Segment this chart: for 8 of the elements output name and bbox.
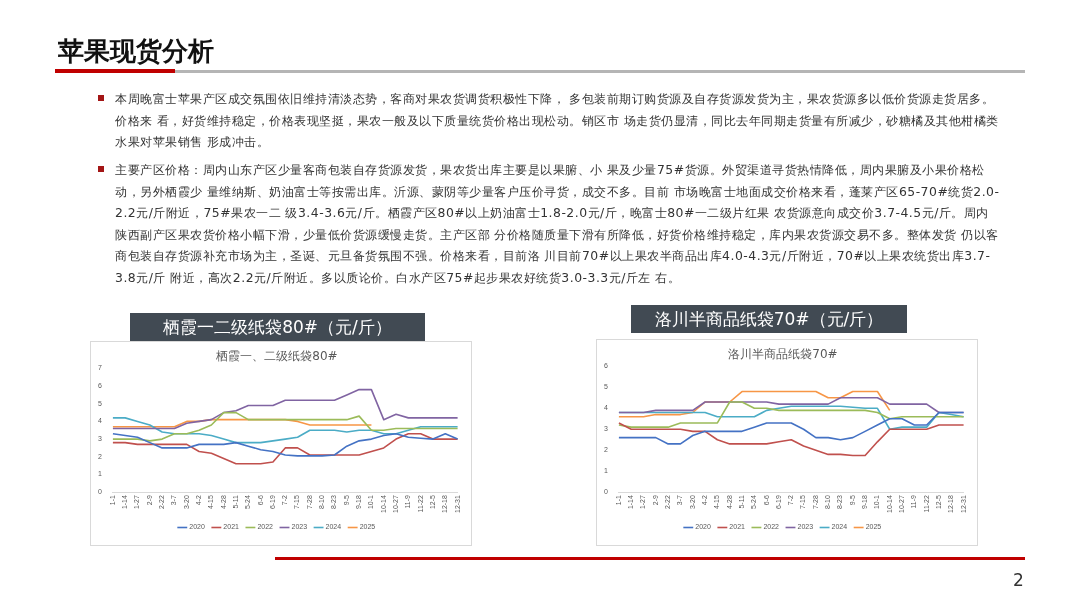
chart-title: 栖霞一二级纸袋80#（元/斤） [130, 313, 425, 341]
text: 主要产区价格：周内山东产区少量客商包装自存货源发货，果农货出库主要是以果腑、小 果及少量75#货源。外贸渠道寻货热情降低，周内果腑及小果价格松动，另外栖霞少 量维纳斯、奶油富士等按需出库。沂源、蒙阴等少量客户压价寻货，成交不多。目前 市场晚富士地面成交价格来看，蓬莱产区65-70#统货2.0-2.2元/斤附近，75#果农一二 级3.4-3.6元/斤。栖霞产区80#以上奶油富士1.8-2.0元/斤，晚富士80#一二级片红果 农货源意向成交价3.7-4.5元/斤。周内陕西副产区果农货价格小幅下滑，少量低价货源缓慢走货。主产区部 分价格随质量下滑有所降低，好货价格维持稳定，库内果农货源交易不多。整体发货 仍以客商包装自存货源补充市场为主，圣诞、元旦备货氛围不强。价格来看，目前洛 川目前70#以上果农半商品出库4.0-4.3元/斤附近，70#以上果农统货出库3.7-3.8元/斤 附近，高次2.2元/斤附近。多以质论价。白水产区75#起步果农好统货3.0-3.3元/斤左 右。 [115, 161, 1000, 287]
text: 本周晚富士苹果产区成交氛围依旧维持清淡态势，客商对果农货调货积极性下降， 多包装前期订购货源及自存货源发货为主，果农货源多以低价货源走货居多。价格来 看，好货维持稳定，价格表现坚挺，果农一般及以下质量统货价格出现松动。销区市 场走货仍显清，同比去年同期走货量有所减少，砂糖橘及其他柑橘类水果对苹果销售 形成冲击。 [115, 90, 1000, 151]
chart-subtitle: 洛川半商品纸袋70# [728, 347, 838, 362]
text: 2 [1013, 570, 1024, 590]
text: 苹果现货分析 [58, 35, 214, 68]
chart-subtitle: 栖霞一、二级纸袋80# [215, 349, 338, 364]
chart-title: 洛川半商品纸袋70#（元/斤） [631, 305, 907, 333]
